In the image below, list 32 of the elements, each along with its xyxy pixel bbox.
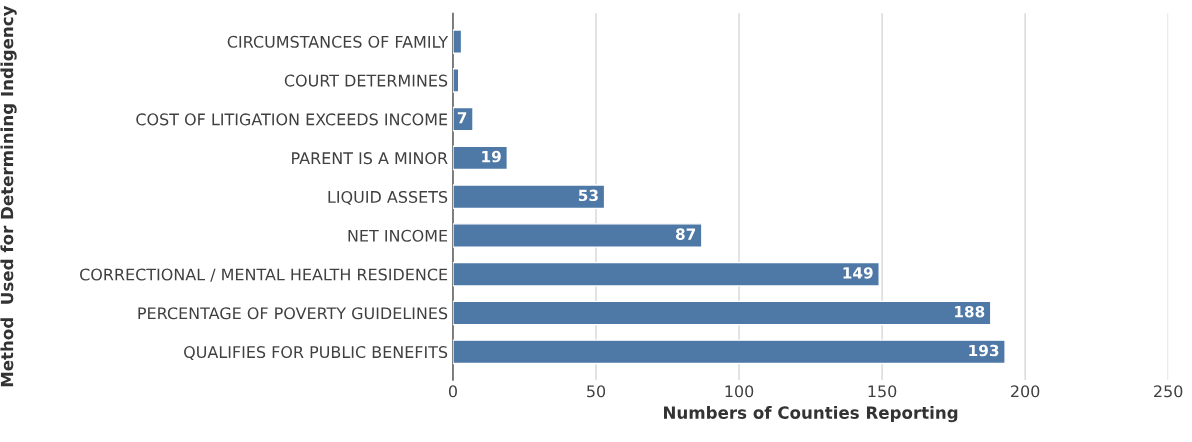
y-tick-label: PARENT IS A MINOR: [292, 152, 448, 165]
x-axis-title: Numbers of Counties Reporting: [664, 405, 958, 423]
x-tick-label: 50: [587, 385, 606, 398]
y-tick-label: NET INCOME: [348, 229, 448, 242]
y-tick-label: PERCENTAGE OF POVERTY GUIDELINES: [138, 307, 448, 320]
y-tick-label: CIRCUMSTANCES OF FAMILY: [227, 35, 449, 48]
y-tick-label: LIQUID ASSETS: [328, 190, 448, 205]
x-tick-label: 0: [448, 385, 457, 398]
data-label: 7: [457, 112, 467, 124]
y-axis-title: Method Used for Determining Indigency: [0, 5, 17, 387]
bar: [452, 184, 606, 210]
bar: [452, 106, 474, 132]
y-tick-label: COST OF LITIGATION EXCEEDS INCOME: [136, 113, 448, 126]
data-label: 188: [955, 305, 985, 318]
x-tick-label: 250: [1154, 385, 1183, 398]
y-tick-label: CORRECTIONAL / MENTAL HEALTH RESIDENCE: [80, 268, 448, 282]
bar: [452, 223, 703, 248]
bar: [452, 339, 1006, 365]
data-label: 87: [675, 228, 696, 240]
data-label: 193: [969, 344, 999, 357]
y-tick-label: QUALIFIES FOR PUBLIC BENEFITS: [184, 346, 448, 360]
y-tick-label: COURT DETERMINES: [284, 74, 448, 87]
bar: [452, 68, 460, 93]
bar: [452, 29, 463, 54]
data-label: 149: [843, 267, 873, 279]
x-tick-label: 100: [725, 385, 754, 398]
bar: [452, 300, 992, 326]
data-label: 53: [578, 189, 598, 202]
x-tick-label: 150: [868, 385, 897, 398]
data-label: 19: [482, 150, 501, 163]
bar: [452, 261, 880, 287]
x-tick-label: 200: [1011, 385, 1040, 398]
